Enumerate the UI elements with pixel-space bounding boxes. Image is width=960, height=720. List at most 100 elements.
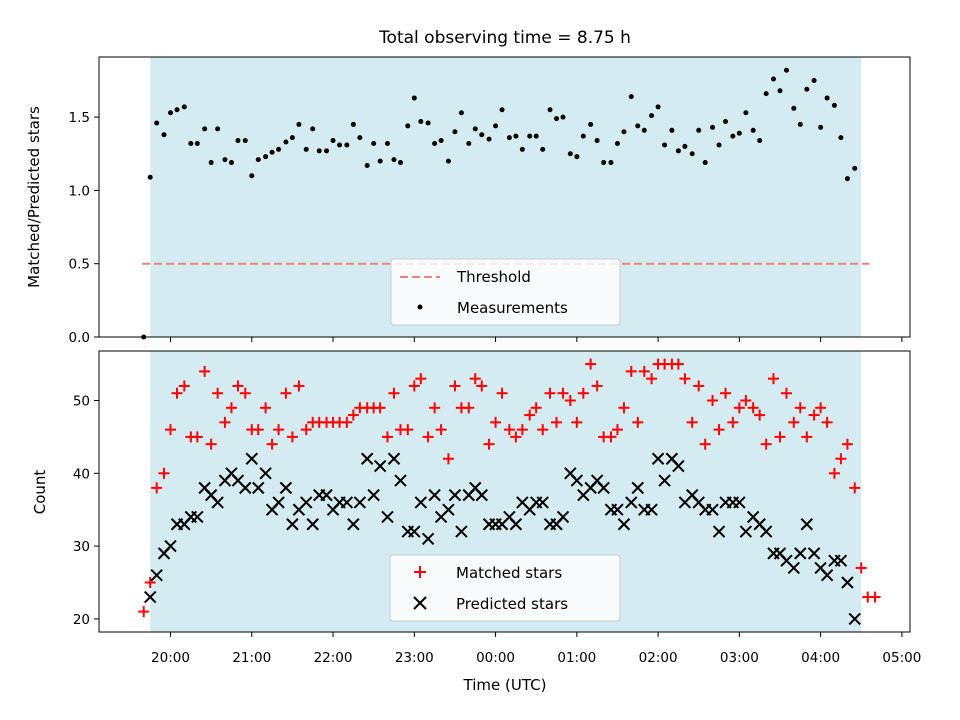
- measurement-point: [215, 126, 221, 132]
- measurement-point: [662, 142, 668, 148]
- matched-star-marker: [225, 402, 237, 414]
- predicted-star-marker: [645, 503, 658, 516]
- measurements-legend-swatch: [417, 304, 423, 310]
- bottom-x-tick-label: 03:00: [720, 650, 759, 666]
- matched-star-marker: [638, 365, 650, 377]
- matched-star-marker: [199, 365, 211, 377]
- predicted-star-marker: [245, 452, 258, 465]
- bottom-points: [138, 358, 881, 626]
- predicted-star-marker: [421, 532, 435, 546]
- matched-star-marker: [585, 358, 597, 370]
- measurement-point: [493, 123, 499, 129]
- predicted-star-marker: [211, 496, 224, 509]
- bottom-y-tick-label: 30: [73, 539, 90, 555]
- top-legend: Threshold Measurements: [390, 258, 621, 326]
- predicted-star-marker: [651, 452, 665, 465]
- predicted-star-marker: [347, 518, 360, 531]
- matched-star-marker: [191, 431, 203, 443]
- measurement-point: [580, 133, 586, 139]
- measurement-point: [852, 165, 858, 171]
- measurement-point: [635, 123, 641, 129]
- measurement-point: [161, 132, 167, 138]
- predicted-star-marker: [658, 474, 671, 487]
- bottom-x-tick-label: 04:00: [801, 650, 840, 666]
- predicted-star-marker: [807, 547, 821, 560]
- bottom-x-tick-label: 20:00: [151, 650, 190, 666]
- measurement-point: [675, 148, 681, 154]
- measurement-point: [472, 126, 478, 132]
- matched-star-marker: [388, 387, 400, 399]
- bottom-y-axis: 20 30 40 50: [73, 394, 99, 628]
- measurement-point: [263, 154, 269, 160]
- matched-star-marker: [381, 431, 393, 443]
- matched-star-marker: [205, 438, 217, 450]
- measurement-point: [506, 135, 512, 141]
- measurement-point: [519, 146, 525, 152]
- predicted-star-marker: [367, 488, 380, 502]
- predicted-star-marker: [733, 496, 746, 509]
- measurement-point: [397, 160, 403, 166]
- matched-star-marker: [869, 591, 881, 603]
- matched-star-marker: [733, 402, 745, 414]
- measurement-point: [824, 95, 830, 101]
- matched-star-marker: [496, 387, 508, 399]
- matched-star-marker: [849, 482, 861, 494]
- measurement-point: [296, 121, 302, 127]
- matched-star-marker: [273, 424, 285, 436]
- measurement-point: [445, 158, 451, 164]
- matched-star-marker: [760, 438, 772, 450]
- bottom-x-tick-label: 02:00: [639, 650, 678, 666]
- measurement-point: [702, 160, 708, 166]
- measurements-legend-label: Measurements: [457, 299, 568, 317]
- matched-star-marker: [699, 438, 711, 450]
- predicted-star-marker: [611, 503, 624, 516]
- matched-star-marker: [625, 365, 637, 377]
- predicted-star-marker: [150, 569, 163, 582]
- matched-star-marker: [415, 373, 427, 385]
- measurement-point: [777, 88, 783, 94]
- bottom-x-tick-label: 23:00: [395, 650, 434, 666]
- matched-star-marker: [815, 402, 827, 414]
- measurement-point: [377, 158, 383, 164]
- measurement-point: [730, 133, 736, 139]
- measurement-point: [208, 160, 214, 166]
- matched-star-marker: [516, 424, 528, 436]
- predicted-star-marker: [394, 474, 407, 487]
- measurement-point: [831, 102, 837, 108]
- matched-star-marker: [618, 402, 630, 414]
- measurement-point: [641, 127, 647, 133]
- predicted-stars-legend-swatch: [413, 596, 427, 610]
- bottom-y-tick-label: 20: [73, 612, 90, 628]
- measurement-point: [458, 110, 464, 116]
- measurement-point: [574, 154, 580, 160]
- measurement-point: [344, 142, 350, 148]
- predicted-star-marker: [712, 525, 726, 538]
- measurement-point: [689, 151, 695, 157]
- predicted-star-marker: [570, 474, 584, 487]
- measurement-point: [350, 121, 356, 127]
- measurement-point: [614, 140, 620, 146]
- matched-star-marker: [530, 402, 542, 414]
- top-legend-box: [390, 258, 621, 326]
- measurement-point: [682, 143, 688, 149]
- bottom-y-tick-label: 40: [73, 466, 90, 482]
- top-panel: 0.0 0.5 1.0 1.5 Matched/Predicted stars Thr…: [25, 56, 911, 346]
- matched-star-marker: [266, 438, 278, 450]
- matched-star-marker: [801, 431, 813, 443]
- predicted-star-marker: [340, 496, 354, 509]
- measurement-point: [276, 146, 282, 152]
- matched-star-marker: [463, 402, 475, 414]
- matched-star-marker: [740, 395, 752, 407]
- measurement-point: [255, 157, 261, 163]
- measurement-point: [540, 146, 546, 152]
- top-x-axis: [170, 337, 903, 342]
- matched-star-marker: [808, 409, 820, 421]
- bottom-x-tick-label: 22:00: [314, 650, 353, 666]
- measurement-point: [743, 110, 749, 116]
- predicted-star-marker: [381, 510, 394, 524]
- matched-star-marker: [747, 402, 759, 414]
- matched-star-marker: [611, 424, 623, 436]
- bottom-y-axis-label: Count: [31, 470, 49, 515]
- matched-star-marker: [707, 395, 719, 407]
- matched-star-marker: [571, 416, 583, 428]
